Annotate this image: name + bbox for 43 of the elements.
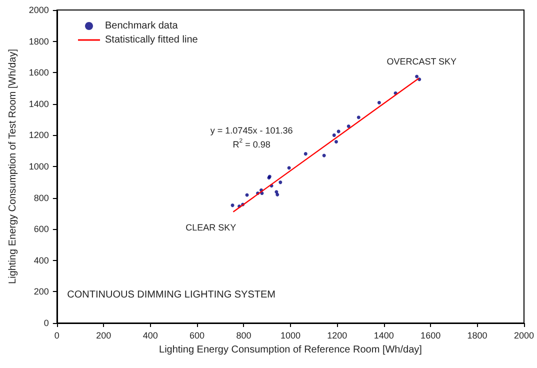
- point: [304, 152, 308, 156]
- x-tick-label: 400: [142, 330, 158, 340]
- legend-label: Statistically fitted line: [105, 34, 198, 46]
- annotation: CLEAR SKY: [186, 222, 236, 233]
- x-tick-label: 2000: [514, 330, 534, 340]
- x-tick-label: 0: [54, 330, 60, 340]
- x-tick-label: 600: [190, 330, 205, 340]
- x-axis-title: Lighting Energy Consumption of Reference Room [Wh/day]: [158, 344, 422, 356]
- annotation: CONTINUOUS DIMMING LIGHTING SYSTEM: [67, 289, 276, 300]
- y-tick-label: 800: [34, 192, 49, 203]
- x-tick-label: 800: [236, 330, 252, 340]
- x-tick-label: 1600: [420, 330, 441, 340]
- x-tick-label: 1800: [467, 330, 488, 340]
- point: [336, 130, 340, 134]
- y-tick-label: 2000: [28, 5, 49, 15]
- y-tick-label: 1800: [28, 36, 49, 46]
- y-tick-label: 200: [34, 286, 49, 297]
- point: [356, 116, 360, 120]
- annotation: OVERCAST SKY: [386, 56, 457, 67]
- legend-label: Benchmark data: [105, 20, 178, 32]
- point: [276, 192, 280, 196]
- point: [415, 74, 419, 78]
- point: [287, 166, 291, 170]
- y-tick-label: 400: [34, 255, 49, 266]
- point: [322, 154, 326, 158]
- y-tick-label: 1200: [28, 130, 49, 140]
- x-tick-label: 1000: [280, 330, 300, 340]
- x-tick-label: 200: [96, 330, 112, 340]
- point: [278, 180, 282, 184]
- point: [377, 100, 381, 104]
- y-tick-label: 1400: [28, 98, 49, 109]
- y-tick-label: 1600: [28, 68, 49, 78]
- point: [334, 140, 338, 144]
- point: [230, 204, 234, 208]
- point: [346, 124, 350, 128]
- x-tick-label: 1400: [374, 330, 394, 340]
- y-axis-title: Lighting Energy Consumption of Test Room [Wh/day]: [8, 48, 18, 284]
- x-tick-label: 1200: [327, 330, 348, 340]
- y-tick-label: 600: [34, 224, 49, 234]
- y-tick-label: 0: [44, 318, 49, 328]
- point: [332, 133, 336, 137]
- y-tick-label: 1000: [28, 162, 49, 172]
- annotation: y = 1.0745x - 101.36: [210, 126, 293, 136]
